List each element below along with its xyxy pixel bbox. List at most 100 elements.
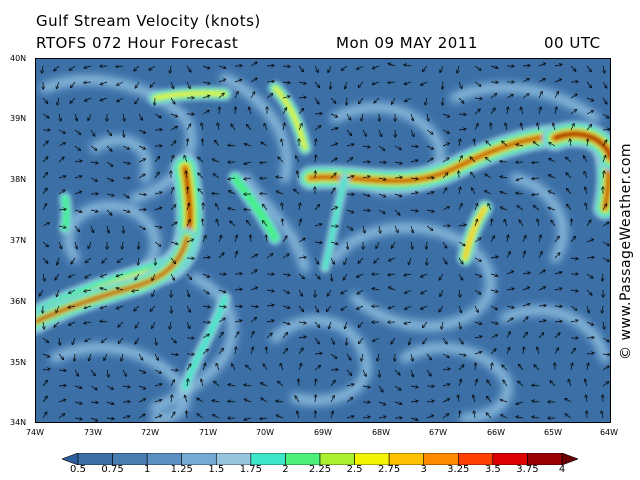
- current-arrow: [376, 241, 380, 248]
- current-arrow: [228, 401, 236, 402]
- current-arrow: [72, 337, 76, 345]
- current-arrow: [150, 81, 156, 87]
- current-arrow: [410, 146, 418, 147]
- current-arrow: [186, 305, 190, 312]
- current-arrow: [565, 399, 572, 403]
- current-arrow: [90, 225, 94, 233]
- current-arrow: [135, 97, 140, 104]
- current-arrow: [378, 129, 382, 137]
- current-arrow: [260, 418, 268, 419]
- current-arrow: [57, 289, 60, 297]
- color-legend-bar: [62, 453, 578, 465]
- current-arrow: [379, 369, 380, 377]
- current-arrow: [282, 349, 287, 355]
- current-arrow: [298, 289, 302, 296]
- lon-label-67w: 67W: [428, 428, 448, 437]
- current-arrow: [218, 253, 224, 259]
- current-arrow: [249, 107, 252, 115]
- current-arrow: [404, 322, 412, 324]
- current-arrow: [344, 257, 348, 264]
- current-arrow: [282, 321, 290, 324]
- current-arrow: [459, 321, 461, 329]
- current-arrow: [346, 225, 353, 230]
- current-arrow: [186, 289, 189, 297]
- lat-label-35n: 35N: [10, 358, 27, 367]
- current-arrow: [570, 94, 577, 99]
- current-arrow: [410, 386, 418, 387]
- velocity-field: [35, 58, 611, 423]
- eddy-band-core: [242, 175, 308, 271]
- current-arrow: [74, 210, 82, 212]
- current-arrow: [346, 113, 351, 120]
- current-arrow: [410, 369, 413, 377]
- current-arrow: [42, 369, 50, 370]
- current-arrow: [343, 273, 348, 280]
- current-arrow: [250, 255, 257, 259]
- current-arrow: [330, 97, 336, 103]
- current-arrow: [154, 353, 158, 360]
- current-arrow: [362, 369, 366, 376]
- current-arrow: [585, 187, 587, 195]
- current-arrow: [475, 363, 476, 371]
- current-arrow: [71, 81, 76, 87]
- current-arrow: [218, 235, 221, 243]
- current-arrow: [602, 204, 607, 211]
- current-arrow: [138, 369, 145, 373]
- current-arrow: [490, 236, 494, 243]
- current-arrow: [500, 192, 508, 194]
- current-arrow: [442, 188, 447, 195]
- current-arrow: [345, 81, 348, 89]
- current-arrow: [250, 92, 255, 99]
- current-arrow: [282, 289, 289, 293]
- current-arrow: [250, 306, 258, 307]
- current-arrow: [251, 347, 253, 355]
- current-arrow: [570, 305, 577, 310]
- current-arrow: [568, 380, 572, 387]
- current-arrow: [170, 337, 176, 343]
- current-arrow: [282, 203, 283, 211]
- current-arrow: [538, 92, 542, 99]
- current-arrow: [202, 139, 203, 147]
- current-arrow: [261, 142, 268, 147]
- current-arrow: [42, 396, 47, 403]
- current-arrow: [152, 321, 156, 328]
- current-arrow: [266, 347, 267, 355]
- current-arrow: [314, 114, 322, 115]
- current-arrow: [314, 353, 322, 354]
- current-arrow: [458, 156, 462, 163]
- current-arrow: [314, 366, 320, 371]
- current-arrow: [554, 236, 559, 243]
- current-arrow: [170, 222, 177, 227]
- current-arrow: [532, 162, 540, 163]
- current-arrow: [587, 139, 588, 147]
- current-arrow: [361, 353, 363, 361]
- current-arrow: [330, 242, 338, 244]
- lon-label-68w: 68W: [371, 428, 391, 437]
- current-arrow: [86, 257, 92, 262]
- current-arrow: [554, 321, 562, 322]
- current-arrow: [488, 204, 492, 211]
- current-arrow: [250, 287, 258, 291]
- eddy-band-core: [66, 203, 158, 271]
- current-arrow: [298, 238, 305, 243]
- current-arrow: [330, 353, 337, 358]
- current-arrow: [504, 220, 508, 227]
- current-arrow: [88, 241, 92, 248]
- current-arrow: [490, 349, 496, 355]
- map-title: Gulf Stream Velocity (knots): [36, 12, 261, 30]
- current-arrow: [123, 225, 124, 233]
- current-arrow: [123, 113, 125, 121]
- current-arrow: [394, 145, 401, 150]
- current-arrow: [138, 241, 139, 249]
- current-arrow: [442, 173, 448, 179]
- current-arrow: [58, 176, 66, 178]
- current-arrow: [298, 257, 306, 258]
- current-arrow: [202, 334, 209, 339]
- current-arrow: [358, 81, 364, 87]
- current-arrow: [342, 65, 348, 70]
- current-arrow: [117, 81, 124, 85]
- current-arrow: [247, 125, 252, 131]
- current-arrow: [330, 396, 334, 403]
- current-arrow: [378, 178, 386, 180]
- current-arrow: [532, 401, 540, 402]
